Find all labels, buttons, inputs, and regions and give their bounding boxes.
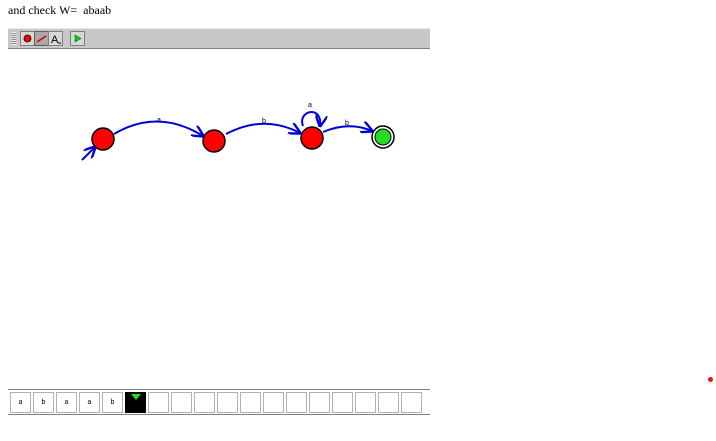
- tape-cell[interactable]: b: [33, 392, 54, 413]
- edge-q1-q2[interactable]: [225, 124, 300, 135]
- edge-q0-q1[interactable]: [113, 120, 203, 136]
- tape-cell[interactable]: [309, 392, 330, 413]
- tape-cell[interactable]: [263, 392, 284, 413]
- tape-cell[interactable]: [171, 392, 192, 413]
- green-play-icon: [74, 34, 82, 43]
- tape-cell[interactable]: [401, 392, 422, 413]
- tape-cell[interactable]: [148, 392, 169, 413]
- edge-q2-loop[interactable]: [301, 111, 320, 126]
- state-tool-button[interactable]: [20, 31, 35, 46]
- edge-label-q2-q3: b: [345, 120, 349, 127]
- state-q1[interactable]: [202, 129, 226, 153]
- run-tool-button[interactable]: [70, 31, 85, 46]
- svg-text:A: A: [51, 34, 59, 45]
- tape-cell[interactable]: [194, 392, 215, 413]
- initial-arrow: [81, 147, 95, 161]
- edge-q2-q3[interactable]: [322, 126, 372, 132]
- tape-cell[interactable]: [332, 392, 353, 413]
- text-A-icon: A: [51, 34, 61, 45]
- state-q3-final[interactable]: [371, 125, 395, 149]
- tape-cell[interactable]: [286, 392, 307, 413]
- tape-cell[interactable]: a: [56, 392, 77, 413]
- toolbar: A: [8, 28, 430, 49]
- tape-cell[interactable]: [240, 392, 261, 413]
- tape-head-cell[interactable]: [125, 392, 146, 413]
- edge-label-q2-loop: a: [308, 102, 312, 109]
- tape-cell[interactable]: [217, 392, 238, 413]
- tape-cell[interactable]: [378, 392, 399, 413]
- state-q2[interactable]: [300, 126, 324, 150]
- red-circle-icon: [23, 34, 32, 43]
- tape-cell[interactable]: a: [79, 392, 100, 413]
- edge-label-q1-q2: b: [262, 118, 266, 125]
- red-dot-marker: [708, 377, 713, 382]
- automaton-canvas[interactable]: a b a b: [0, 50, 440, 190]
- toolbar-grip[interactable]: [12, 32, 16, 45]
- arrow-pen-icon: [36, 35, 47, 43]
- instruction-text: and check W= abaab: [8, 3, 112, 17]
- tape-cell[interactable]: a: [10, 392, 31, 413]
- edge-label-q0-q1: a: [157, 117, 161, 124]
- label-tool-button[interactable]: A: [48, 31, 63, 46]
- tape-cell[interactable]: b: [102, 392, 123, 413]
- transition-tool-button[interactable]: [34, 31, 49, 46]
- state-q0[interactable]: [91, 127, 115, 151]
- tape-cell[interactable]: [355, 392, 376, 413]
